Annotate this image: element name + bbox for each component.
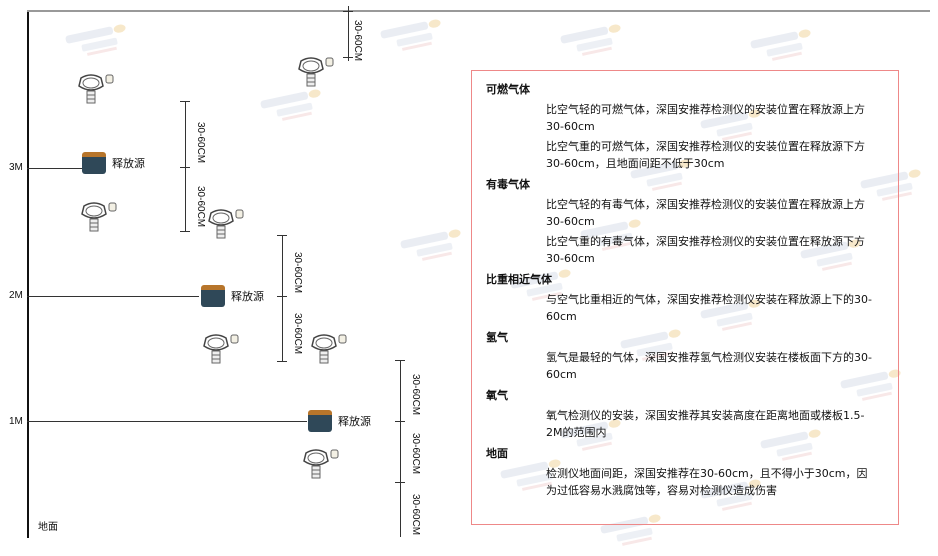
guidelines-panel: 可燃气体 比空气轻的可燃气体，深国安推荐检测仪的安装位置在释放源上方30-60c… <box>471 70 899 525</box>
section-heading: 有毒气体 <box>486 178 530 191</box>
watermark-logo <box>837 363 913 411</box>
watermark-logo <box>697 293 773 341</box>
floor-label-2m: 2M <box>9 290 23 301</box>
release-source-label: 释放源 <box>231 290 264 303</box>
watermark-logo <box>857 163 933 211</box>
watermark-logo <box>617 323 693 371</box>
watermark-logo <box>577 213 653 261</box>
section-text: 检测仪地面间距，深国安推荐在30-60cm，且不得小于30cm，因为过低容易水溅… <box>546 467 868 497</box>
dimension-tick <box>277 235 287 236</box>
release-source-label: 释放源 <box>112 157 145 170</box>
watermark-logo <box>507 263 583 311</box>
release-source: 释放源 <box>82 152 145 174</box>
floor-line-3m <box>27 168 82 169</box>
dimension-label: 30-60CM <box>195 186 206 228</box>
watermark-logo <box>757 423 833 471</box>
watermark-logo <box>497 453 573 501</box>
floor-label-1m: 1M <box>9 416 23 427</box>
section-text: 比空气重的可燃气体，深国安推荐检测仪的安装位置在释放源下方30-60cm，且地面… <box>546 140 865 170</box>
dimension-label: 30-60CM <box>292 313 303 355</box>
dimension-label: 30-60CM <box>410 433 421 475</box>
section-heading: 比重相近气体 <box>486 273 552 286</box>
section-text: 与空气比重相近的气体，深国安推荐检测仪安装在释放源上下的30-60cm <box>546 293 872 323</box>
section-heading: 可燃气体 <box>486 83 530 96</box>
section-text: 比空气轻的有毒气体，深国安推荐检测仪的安装位置在释放源上方30-60cm <box>546 198 865 228</box>
gas-detector-icon <box>302 447 342 481</box>
release-source-label: 释放源 <box>338 415 371 428</box>
floor-line-1m <box>27 421 307 422</box>
dimension-line <box>282 235 283 362</box>
dimension-tick <box>343 11 353 12</box>
watermark-logo <box>62 18 138 66</box>
gas-detector-icon <box>80 200 120 234</box>
release-source: 释放源 <box>201 285 264 307</box>
dimension-label: 30-60CM <box>410 494 421 536</box>
section-heading: 地面 <box>486 447 508 460</box>
watermark-logo <box>377 13 453 61</box>
watermark-logo <box>397 223 473 271</box>
floor-label-3m: 3M <box>9 162 23 173</box>
dimension-tick <box>180 101 190 102</box>
watermark-logo <box>557 18 633 66</box>
dimension-tick <box>343 57 353 58</box>
dimension-tick <box>277 296 287 297</box>
section-heading: 氧气 <box>486 389 508 402</box>
dimension-label: 30-60CM <box>292 252 303 294</box>
floor-label-ground: 地面 <box>38 522 58 533</box>
ceiling-line <box>27 10 930 12</box>
watermark-logo <box>797 233 873 281</box>
watermark-logo <box>697 473 773 521</box>
dimension-tick <box>395 421 405 422</box>
watermark-logo <box>697 103 773 151</box>
section-text: 氢气是最轻的气体，深国安推荐氢气检测仪安装在楼板面下方的30-60cm <box>546 351 872 381</box>
dimension-line <box>185 101 186 232</box>
dimension-tick <box>180 167 190 168</box>
dimension-label: 30-60CM <box>352 20 363 62</box>
gas-tank-icon <box>201 285 225 307</box>
dimension-tick <box>180 231 190 232</box>
dimension-line <box>348 6 349 61</box>
section-text: 比空气重的有毒气体，深国安推荐检测仪的安装位置在释放源下方30-60cm <box>546 235 865 265</box>
watermark-logo <box>257 83 333 131</box>
section-text: 比空气轻的可燃气体，深国安推荐检测仪的安装位置在释放源上方30-60cm <box>546 103 865 133</box>
gas-detector-icon <box>310 332 350 366</box>
dimension-label: 30-60CM <box>195 122 206 164</box>
gas-detector-icon <box>207 207 247 241</box>
dimension-tick <box>395 482 405 483</box>
gas-detector-icon <box>297 55 337 89</box>
dimension-label: 30-60CM <box>410 374 421 416</box>
watermark-logo <box>747 23 823 71</box>
gas-tank-icon <box>82 152 106 174</box>
watermark-logo <box>557 413 633 461</box>
gas-detector-icon <box>202 332 242 366</box>
dimension-tick <box>277 361 287 362</box>
dimension-line <box>400 360 401 537</box>
dimension-tick <box>395 360 405 361</box>
gas-detector-icon <box>77 72 117 106</box>
watermark-logo <box>627 153 703 201</box>
gas-tank-icon <box>308 410 332 432</box>
floor-line-2m <box>27 296 199 297</box>
wall-line <box>27 11 29 538</box>
watermark-logo <box>597 508 673 556</box>
section-text: 氧气检测仪的安装，深国安推荐其安装高度在距离地面或楼板1.5-2M的范围内 <box>546 409 865 439</box>
section-heading: 氢气 <box>486 331 508 344</box>
release-source: 释放源 <box>308 410 371 432</box>
